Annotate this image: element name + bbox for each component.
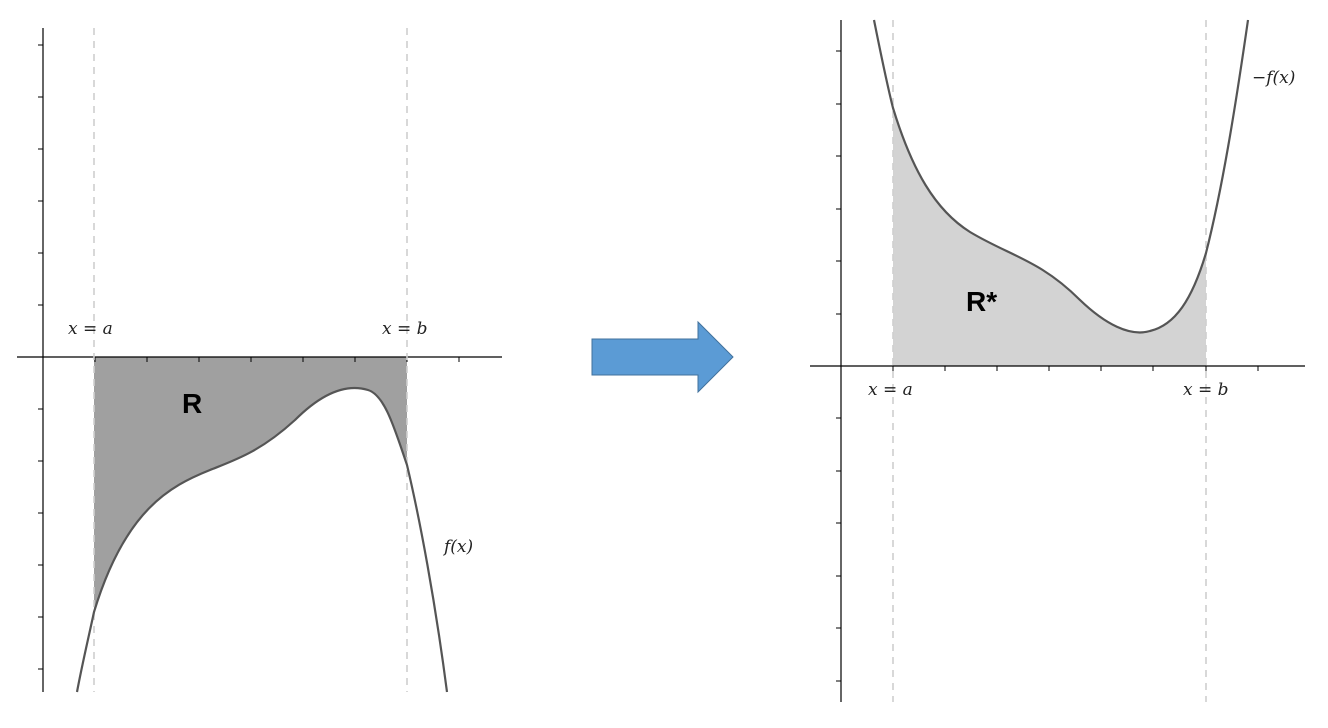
region-r — [94, 357, 407, 612]
right-label-x-a: x = a — [868, 380, 913, 400]
right-y-ticks — [836, 50, 841, 682]
left-label-x-a: x = a — [68, 319, 113, 339]
right-label-x-b: x = b — [1183, 380, 1229, 400]
region-r-star-label: R* — [966, 286, 997, 317]
left-y-ticks — [38, 44, 43, 670]
curve-neg-f — [872, 19, 1250, 334]
right-arrow-icon — [591, 320, 734, 394]
right-panel: x = a x = b R* −f(x) — [810, 19, 1305, 702]
curve-f — [75, 386, 449, 693]
left-label-x-b: x = b — [382, 319, 428, 339]
curve-f-label: f(x) — [442, 537, 473, 557]
left-panel: x = a x = b R f(x) — [17, 28, 502, 693]
region-r-star — [893, 108, 1206, 366]
curve-neg-f-label: −f(x) — [1252, 68, 1295, 88]
region-r-label: R — [182, 388, 202, 419]
right-x-ticks — [892, 366, 1259, 371]
